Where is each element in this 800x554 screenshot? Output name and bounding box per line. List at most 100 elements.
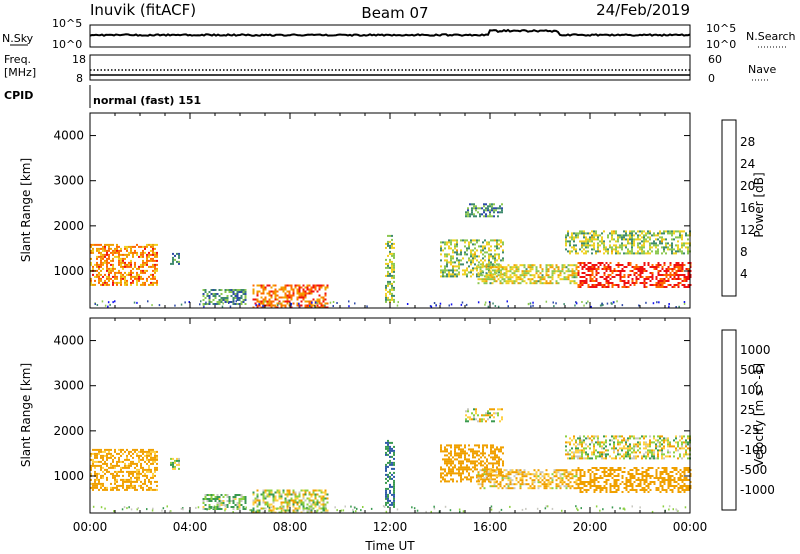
heatmap-cell [322,284,325,287]
heatmap-cell [583,282,586,284]
heatmap-cell [615,475,618,477]
heatmap-cell [655,443,657,446]
heatmap-cell [154,460,156,463]
heatmap-cell [132,281,134,284]
heatmap-cell [631,483,634,485]
heatmap-cell [527,270,530,273]
heatmap-cell [521,274,524,277]
heatmap-cell [124,261,126,264]
heatmap-cell [438,510,441,513]
heatmap-cell [635,266,638,268]
heatmap-cell [507,473,510,476]
heatmap-cell [599,453,601,456]
heatmap-cell [517,471,520,474]
heatmap-cell [152,263,154,266]
heatmap-cell [557,477,560,480]
heatmap-cell [240,303,243,305]
heatmap-cell [505,469,508,472]
heatmap-cell [204,508,207,510]
heatmap-cell [148,243,150,246]
heatmap-cell [240,291,243,293]
heatmap-cell [492,456,494,459]
heatmap-cell [329,301,332,304]
heatmap-cell [487,205,489,208]
heatmap-cell [577,274,580,276]
heatmap-cell [679,278,682,280]
heatmap-cell [573,457,575,460]
heatmap-cell [687,234,689,237]
heatmap-cell [635,252,637,255]
heatmap-cell [665,280,668,282]
heatmap-cell [677,276,680,278]
heatmap-cell [581,441,583,444]
heatmap-cell [493,420,495,423]
heatmap-cell [454,466,456,469]
heatmap-cell [541,270,544,273]
freq-label-line2: [MHz] [4,66,36,79]
heatmap-cell [456,251,458,254]
heatmap-cell [655,447,657,450]
heatmap-cell [440,480,442,483]
heatmap-cell [116,251,118,254]
heatmap-cell [274,304,277,307]
heatmap-cell [547,268,550,271]
heatmap-cell [292,302,295,305]
heatmap-cell [488,462,490,465]
heatmap-cell [96,243,98,246]
heatmap-cell [146,245,148,248]
heatmap-cell [625,238,627,241]
heatmap-cell [464,271,466,274]
heatmap-cell [662,505,665,508]
heatmap-cell [389,475,391,478]
heatmap-cell [322,495,325,498]
heatmap-cell [312,491,315,494]
heatmap-cell [138,255,140,258]
heatmap-cell [494,450,496,453]
heatmap-cell [391,266,393,269]
heatmap-cell [677,457,679,460]
heatmap-cell [326,302,329,305]
heatmap-cell [591,264,594,266]
heatmap-cell [389,280,391,283]
heatmap-cell [286,507,289,510]
heatmap-cell [270,294,273,297]
heatmap-cell [108,448,110,451]
heatmap-cell [234,496,237,498]
heatmap-cell [621,441,623,444]
heatmap-cell [611,270,614,272]
heatmap-cell [489,276,492,279]
heatmap-cell [280,302,283,305]
heatmap-cell [108,253,110,256]
heatmap-cell [240,496,243,498]
heatmap-cell [446,253,448,256]
heatmap-cell [615,457,617,460]
heatmap-cell [174,304,176,307]
heatmap-cell [479,268,482,271]
heatmap-cell [482,241,484,244]
heatmap-cell [134,462,136,465]
heatmap-cell [232,496,235,498]
heatmap-cell [639,246,641,249]
heatmap-cell [499,481,502,484]
heatmap-cell [617,252,619,255]
heatmap-cell [244,295,247,297]
heatmap-cell [152,460,154,463]
heatmap-cell [627,471,630,473]
heatmap-cell [597,262,600,264]
heatmap-cell [669,485,672,487]
heatmap-cell [649,230,651,233]
heatmap-cell [444,271,446,274]
heatmap-cell [641,252,643,255]
heatmap-cell [292,503,295,506]
heatmap-cell [278,301,281,304]
heatmap-cell [90,243,92,246]
heatmap-cell [683,276,686,278]
heatmap-cell [282,290,285,293]
heatmap-cell [104,273,106,276]
heatmap-cell [172,260,174,263]
heatmap-cell [635,455,637,458]
heatmap-cell [389,282,391,285]
heatmap-cell [489,416,491,419]
heatmap-cell [320,489,323,492]
heatmap-cell [486,470,488,473]
